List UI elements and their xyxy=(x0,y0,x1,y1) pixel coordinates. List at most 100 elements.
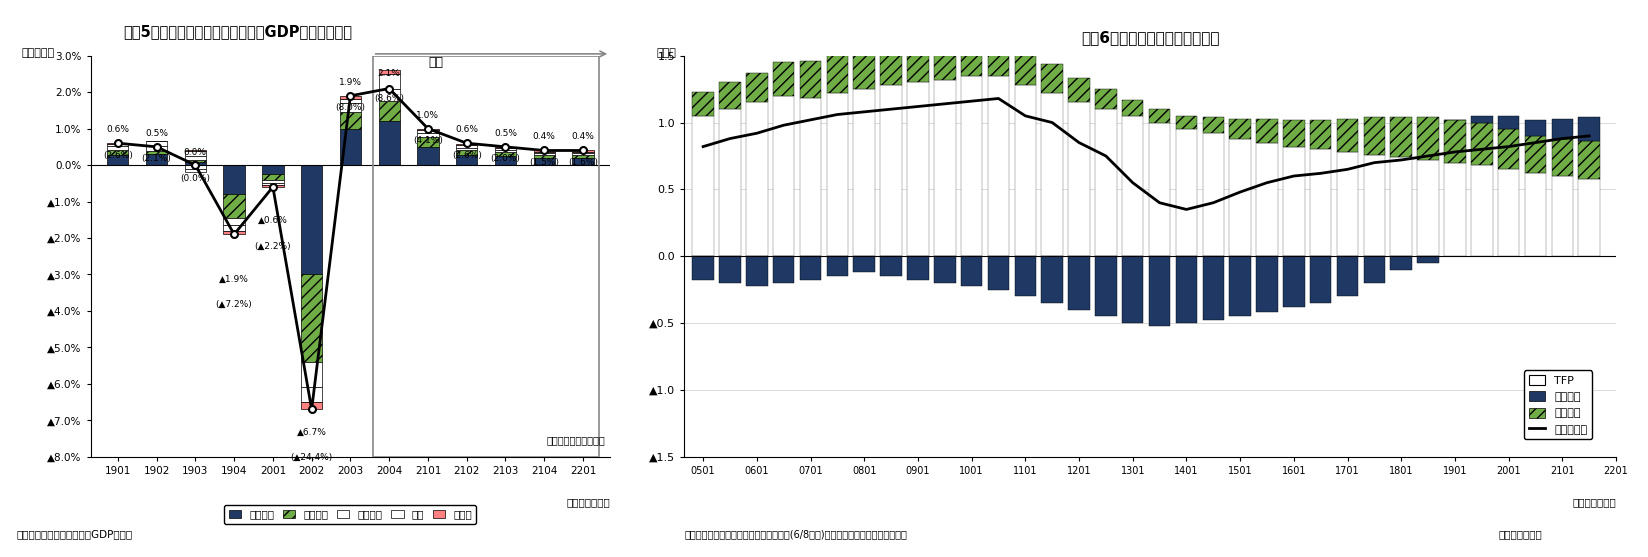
Text: (▲2.2%): (▲2.2%) xyxy=(254,242,292,251)
Bar xyxy=(185,162,206,165)
Bar xyxy=(880,38,901,85)
Bar xyxy=(185,169,206,172)
Bar xyxy=(773,256,794,283)
Bar xyxy=(1551,119,1572,139)
Bar xyxy=(1256,143,1277,256)
Text: 0.5%: 0.5% xyxy=(494,129,517,138)
Text: 1.9%: 1.9% xyxy=(339,77,361,87)
Bar xyxy=(262,185,283,187)
Bar xyxy=(456,144,476,145)
Bar xyxy=(107,150,129,155)
Bar xyxy=(1068,79,1089,102)
Text: （前期比）: （前期比） xyxy=(21,48,54,58)
Bar xyxy=(417,129,438,130)
Bar xyxy=(417,130,438,133)
Bar xyxy=(1149,109,1170,123)
Bar xyxy=(933,256,954,283)
Bar xyxy=(185,150,206,151)
Bar xyxy=(224,225,244,231)
Bar xyxy=(1444,163,1465,256)
Bar xyxy=(1337,152,1358,256)
Bar xyxy=(107,144,129,146)
Bar xyxy=(339,103,361,112)
Bar xyxy=(1524,120,1546,136)
Bar xyxy=(1229,256,1251,316)
Text: （年度・半期）: （年度・半期） xyxy=(1571,497,1615,507)
Bar xyxy=(1363,256,1384,283)
Bar xyxy=(534,158,555,165)
Bar xyxy=(1121,256,1142,323)
Bar xyxy=(1256,119,1277,143)
Text: (▲24.4%): (▲24.4%) xyxy=(290,453,333,462)
Bar xyxy=(456,150,476,155)
Bar xyxy=(1201,117,1223,133)
Bar xyxy=(1309,256,1330,303)
Bar xyxy=(379,89,399,101)
Bar xyxy=(1282,120,1304,146)
Text: ▲0.6%: ▲0.6% xyxy=(257,216,288,225)
Bar xyxy=(1201,133,1223,256)
Bar xyxy=(185,151,206,155)
Bar xyxy=(339,96,361,100)
Bar xyxy=(799,61,821,99)
Text: （年度・半期）: （年度・半期） xyxy=(1496,530,1541,540)
Bar xyxy=(933,36,954,80)
Text: (2.1%): (2.1%) xyxy=(142,154,171,163)
Bar xyxy=(224,231,244,234)
Bar xyxy=(1175,256,1196,323)
Bar xyxy=(1444,120,1465,163)
Bar xyxy=(719,82,740,109)
Bar xyxy=(933,80,954,256)
Bar xyxy=(379,70,399,74)
Text: (2.6%): (2.6%) xyxy=(102,150,133,160)
Bar xyxy=(1337,256,1358,296)
Bar xyxy=(906,82,928,256)
Text: 0.5%: 0.5% xyxy=(145,129,168,138)
Bar xyxy=(572,153,593,155)
Text: 0.4%: 0.4% xyxy=(532,133,555,141)
Bar xyxy=(1417,256,1439,263)
Text: (1.5%): (1.5%) xyxy=(529,158,559,167)
Text: 0.6%: 0.6% xyxy=(455,125,478,134)
Bar xyxy=(1551,139,1572,176)
Bar xyxy=(961,256,982,286)
Bar xyxy=(185,155,206,160)
Text: （注）ニッセイ基礎研究所の経済見通し(6/8時点)を基にした潜在成長率の試算値: （注）ニッセイ基礎研究所の経済見通し(6/8時点)を基にした潜在成長率の試算値 xyxy=(684,530,906,540)
Bar xyxy=(494,150,516,152)
Bar xyxy=(745,256,766,286)
Bar xyxy=(1256,256,1277,312)
Bar xyxy=(494,147,516,148)
Bar xyxy=(854,256,875,272)
Bar xyxy=(1309,149,1330,256)
Bar xyxy=(719,109,740,256)
Bar xyxy=(1042,256,1063,303)
Title: 図表6　潜在成長率の寄与度分解: 図表6 潜在成長率の寄与度分解 xyxy=(1081,30,1218,45)
Bar xyxy=(1363,117,1384,155)
Bar xyxy=(145,154,166,165)
Bar xyxy=(1363,155,1384,256)
Bar xyxy=(1282,256,1304,307)
Text: 0.6%: 0.6% xyxy=(105,125,129,134)
Bar xyxy=(1551,176,1572,256)
Bar xyxy=(1577,179,1599,256)
Bar xyxy=(1229,119,1251,139)
Bar xyxy=(1014,52,1035,85)
Bar xyxy=(906,256,928,280)
Bar xyxy=(456,145,476,148)
Bar xyxy=(961,36,982,76)
Bar xyxy=(1309,120,1330,149)
Bar xyxy=(494,156,516,165)
Text: ▲6.7%: ▲6.7% xyxy=(297,428,326,437)
Bar xyxy=(880,85,901,256)
Bar xyxy=(572,158,593,165)
Bar xyxy=(1470,123,1491,165)
Bar xyxy=(1524,173,1546,256)
Bar xyxy=(1121,116,1142,256)
Text: (▲7.2%): (▲7.2%) xyxy=(216,300,252,309)
Bar xyxy=(534,155,555,158)
Bar xyxy=(961,76,982,256)
Text: 0.0%: 0.0% xyxy=(183,148,206,157)
Text: 0.4%: 0.4% xyxy=(572,133,593,141)
Bar xyxy=(826,53,847,93)
Bar xyxy=(773,62,794,96)
